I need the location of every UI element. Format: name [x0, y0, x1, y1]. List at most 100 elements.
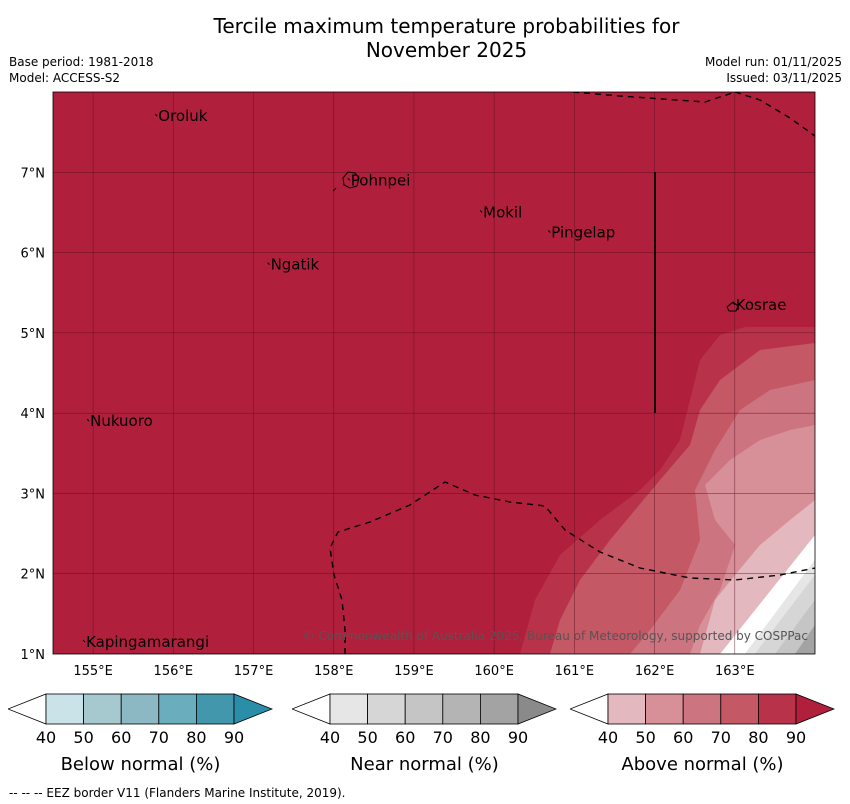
place-label: Oroluk	[158, 107, 207, 125]
colorbar-swatch	[720, 693, 759, 725]
model-name: Model: ACCESS-S2	[9, 71, 121, 85]
lat-tick-label: 7°N	[21, 166, 46, 181]
colorbar-tick-label: 80	[470, 728, 491, 747]
colorbar-tick-label: 50	[635, 728, 656, 747]
colorbar-tick-label: 50	[73, 728, 94, 747]
pohnpei-outline	[342, 171, 360, 189]
colorbar-tick-label: 80	[748, 728, 769, 747]
lat-tick-label: 1°N	[21, 648, 46, 663]
colorbar-below-normal: 40 50 60 70 80 90 Below normal (%)	[6, 690, 274, 775]
title-line-1: Tercile maximum temperature probabilitie…	[213, 14, 680, 38]
colorbar-tick-label: 60	[395, 728, 416, 747]
colorbar-extend-high	[233, 693, 274, 725]
place-marker	[347, 177, 351, 181]
eez-borders	[329, 92, 815, 654]
colorbar-above-normal-label: Above normal (%)	[621, 754, 784, 775]
axis-labels: 155°E 156°E 157°E 158°E 159°E 160°E 161°E 162°E…	[21, 166, 755, 679]
colorbar-swatch	[45, 693, 84, 725]
colorbar-swatch	[158, 693, 197, 725]
colorbar-swatch	[404, 693, 444, 725]
colorbar-extend-high	[795, 693, 836, 725]
place-label: Pohnpei	[351, 171, 411, 189]
issued-date: Issued: 03/11/2025	[726, 71, 842, 85]
colorbar-swatch	[757, 693, 797, 725]
colorbar-swatch	[442, 693, 481, 725]
lon-tick-label: 159°E	[394, 664, 434, 679]
lat-tick-label: 3°N	[21, 487, 46, 502]
title-line-2: November 2025	[365, 38, 528, 62]
colorbar-tick-label: 40	[35, 728, 57, 747]
pohnpei-atoll	[332, 187, 337, 192]
colorbar-tick-label: 70	[432, 728, 453, 747]
colorbar-tick-label: 80	[186, 728, 207, 747]
colorbar-extend-low	[6, 693, 47, 725]
colorbar-above-normal: 40 50 60 70 80 90 Above normal (%)	[568, 690, 836, 775]
colorbar-extend-low	[568, 693, 609, 725]
colorbar-swatch	[83, 693, 122, 725]
lon-tick-label: 161°E	[555, 664, 595, 679]
map-frame	[52, 91, 816, 655]
colorbar-below-normal-swatches	[6, 693, 274, 725]
colorbar-tick-label: 70	[710, 728, 731, 747]
place-label: Kapingamarangi	[86, 633, 209, 651]
colorbar-near-normal-ticks: 40 50 60 70 80 90	[292, 728, 557, 748]
lat-tick-label: 6°N	[21, 247, 46, 262]
place-marker	[82, 639, 86, 643]
colorbar-tick-label: 50	[357, 728, 378, 747]
lon-tick-label: 157°E	[234, 664, 274, 679]
place-label: Nukuoro	[90, 412, 153, 430]
colorbar-above-normal-ticks: 40 50 60 70 80 90	[570, 728, 835, 748]
place-marker	[479, 210, 483, 213]
place-marker	[732, 302, 736, 306]
lat-tick-label: 5°N	[21, 327, 46, 342]
meta-right: Model run: 01/11/2025 Issued: 03/11/2025	[705, 54, 842, 86]
region-near-60	[755, 575, 815, 654]
colorbar-swatch	[120, 693, 160, 725]
lon-tick-label: 156°E	[154, 664, 194, 679]
colorbar-tick-label: 60	[111, 728, 132, 747]
lat-tick-label: 4°N	[21, 407, 46, 422]
grid-lines	[53, 92, 815, 654]
place-marker	[86, 418, 90, 422]
place-label: Ngatik	[271, 256, 320, 274]
base-period: Base period: 1981-2018	[9, 55, 154, 69]
colorbar-near-normal-label: Near normal (%)	[350, 754, 499, 775]
region-near-80	[795, 625, 815, 654]
colorbar-tick-label: 40	[597, 728, 619, 747]
colorbar-tick-label: 90	[223, 728, 245, 747]
colorbar-swatch	[645, 693, 684, 725]
place-label: Kosrae	[736, 296, 787, 314]
colorbar-extend-low	[290, 693, 331, 725]
colorbar-tick-label: 90	[785, 728, 807, 747]
place-marker	[267, 262, 270, 265]
colorbar-below-normal-label: Below normal (%)	[60, 754, 221, 775]
colorbar-below-normal-ticks: 40 50 60 70 80 90	[8, 728, 273, 748]
meta-left: Base period: 1981-2018 Model: ACCESS-S2	[9, 54, 154, 86]
colorbar-swatch	[367, 693, 406, 725]
place-marker	[547, 230, 551, 233]
eez-footnote: -- -- -- EEZ border V11 (Flanders Marine…	[9, 786, 346, 800]
colorbar-near-normal-swatches	[290, 693, 558, 725]
place-marker	[154, 113, 158, 117]
colorbar-extend-high	[517, 693, 558, 725]
colorbar-swatch	[479, 693, 519, 725]
region-white	[720, 535, 815, 654]
lon-tick-label: 163°E	[715, 664, 755, 679]
place-labels: Oroluk Pohnpei Mokil Pingelap Ngatik Kosrae Nu…	[82, 107, 787, 651]
colorbar-tick-label: 70	[148, 728, 169, 747]
lon-tick-label: 158°E	[314, 664, 354, 679]
colorbar-swatch	[195, 693, 235, 725]
colorbar-tick-label: 60	[673, 728, 694, 747]
colorbar-tick-label: 90	[507, 728, 529, 747]
kosrae-outline	[726, 301, 739, 312]
place-label: Mokil	[483, 203, 522, 221]
colorbar-tick-label: 40	[319, 728, 341, 747]
colorbar-above-normal-swatches	[568, 693, 836, 725]
place-label: Pingelap	[551, 224, 615, 242]
region-near-70	[775, 600, 815, 654]
probability-map: Oroluk Pohnpei Mokil Pingelap Ngatik Kosrae Nu…	[21, 91, 816, 679]
lon-tick-label: 160°E	[474, 664, 514, 679]
colorbar-near-normal: 40 50 60 70 80 90 Near normal (%)	[290, 690, 558, 775]
lon-tick-label: 155°E	[73, 664, 113, 679]
colorbar-swatch	[329, 693, 368, 725]
